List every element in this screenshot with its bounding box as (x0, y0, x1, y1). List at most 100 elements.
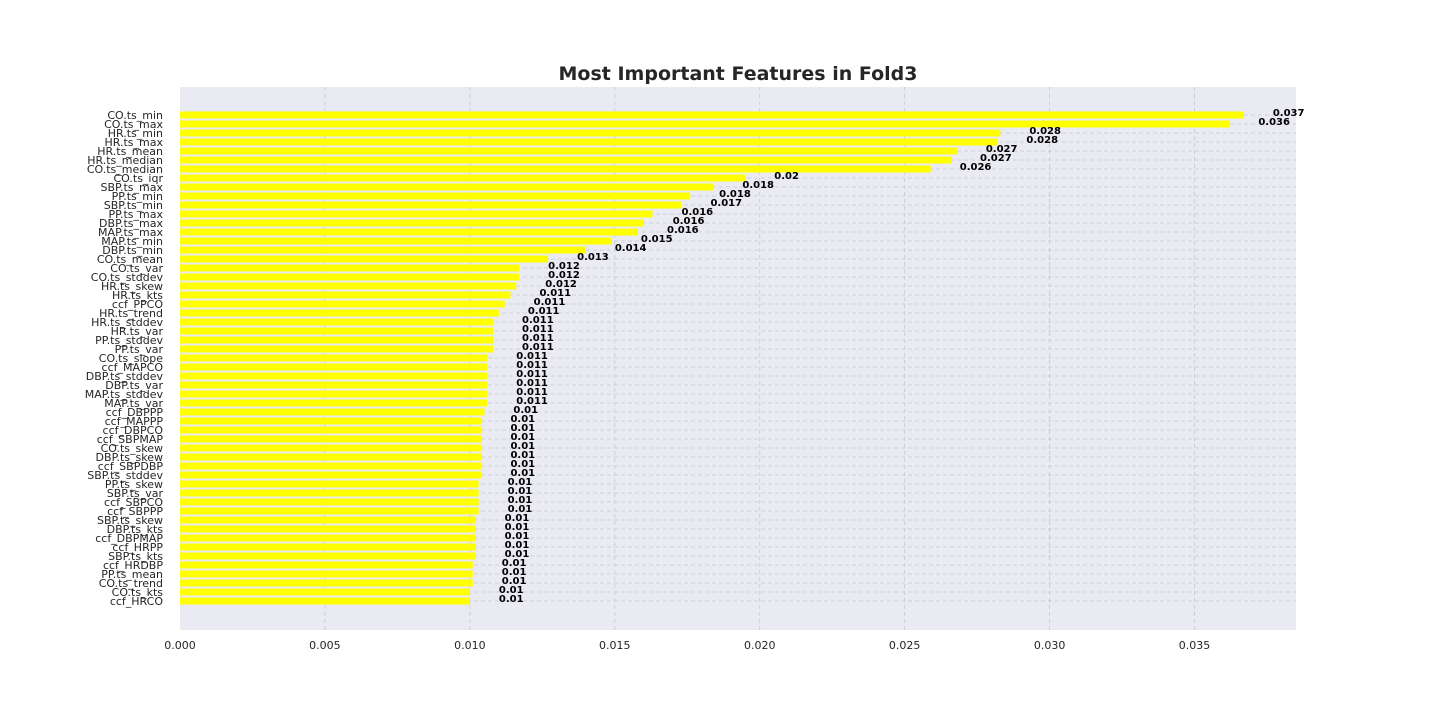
bar (180, 210, 653, 218)
y-tick-label: PP.ts_mean (101, 568, 163, 581)
bar (180, 165, 931, 173)
y-tick-label: SBP.ts_min (104, 199, 163, 212)
data-label: 0.01 (510, 468, 535, 479)
data-label: 0.037 (1273, 108, 1305, 119)
bar (180, 498, 479, 506)
data-label: 0.011 (516, 378, 548, 389)
bar (180, 336, 494, 344)
bar (180, 345, 494, 353)
y-tick-label: CO.ts_trend (99, 577, 163, 590)
bar (180, 264, 520, 272)
bar (180, 183, 714, 191)
bar (180, 426, 482, 434)
x-tick-label: 0.030 (1034, 639, 1066, 652)
bar (180, 399, 488, 407)
bar (180, 201, 682, 209)
bar (180, 570, 473, 578)
y-tick-label: HR.ts_median (87, 154, 163, 167)
y-tick-label: ccf_DBPCO (103, 424, 164, 437)
bar (180, 381, 488, 389)
data-label: 0.01 (510, 450, 535, 461)
data-label: 0.026 (960, 162, 992, 173)
y-tick-label: DBP.ts_var (105, 379, 163, 392)
bar (180, 273, 520, 281)
bar (180, 516, 476, 524)
data-label: 0.01 (505, 522, 530, 533)
bar (180, 561, 473, 569)
x-tick-label: 0.020 (744, 639, 776, 652)
bar (180, 246, 586, 254)
bar (180, 219, 644, 227)
y-tick-label: HR.ts_skew (101, 280, 163, 293)
data-label: 0.01 (499, 585, 524, 596)
y-tick-label: PP.ts_var (115, 343, 164, 356)
y-tick-label: DBP.ts_skew (96, 451, 163, 464)
y-tick-label: CO.ts_mean (97, 253, 163, 266)
data-label: 0.011 (516, 396, 548, 407)
data-label: 0.011 (522, 342, 554, 353)
data-label: 0.028 (1026, 135, 1058, 146)
y-tick-label: DBP.ts_stddev (86, 370, 164, 383)
data-label: 0.011 (539, 288, 571, 299)
data-label: 0.015 (641, 234, 673, 245)
data-label: 0.01 (508, 486, 533, 497)
data-label: 0.018 (719, 189, 751, 200)
y-tick-label: ccf_HRPP (112, 541, 163, 554)
y-tick-label: ccf_SBPPP (107, 505, 163, 518)
data-labels: 0.0370.0360.0280.0280.0270.0270.0260.020… (499, 108, 1305, 605)
y-tick-label: SBP.ts_max (101, 181, 164, 194)
y-tick-label: CO.ts_kts (112, 586, 164, 599)
data-label: 0.012 (548, 270, 580, 281)
y-tick-label: SBP.ts_kts (108, 550, 163, 563)
bar (180, 543, 476, 551)
y-tick-label: MAP.ts_var (104, 397, 163, 410)
data-label: 0.01 (510, 459, 535, 470)
data-label: 0.01 (502, 567, 527, 578)
y-tick-label: ccf_DBPMAP (95, 532, 163, 545)
y-tick-label: ccf_HRDBP (103, 559, 163, 572)
data-label: 0.02 (774, 171, 799, 182)
bar (180, 435, 482, 443)
data-label: 0.01 (513, 405, 538, 416)
y-tick-label: ccf_PPCO (112, 298, 163, 311)
bar (180, 408, 485, 416)
data-label: 0.01 (499, 594, 524, 605)
data-label: 0.01 (505, 549, 530, 560)
bar (180, 309, 499, 317)
data-label: 0.01 (505, 531, 530, 542)
y-tick-label: ccf_SBPMAP (97, 433, 164, 446)
bar (180, 552, 476, 560)
chart-title: Most Important Features in Fold3 (559, 63, 918, 85)
y-tick-label: DBP.ts_kts (107, 523, 164, 536)
data-label: 0.011 (516, 387, 548, 398)
y-tick-label: CO.ts_slope (99, 352, 163, 365)
data-label: 0.028 (1029, 126, 1061, 137)
bar (180, 300, 505, 308)
bar (180, 507, 479, 515)
x-tick-label: 0.010 (454, 639, 486, 652)
y-tick-label: ccf_DBPPP (106, 406, 164, 419)
data-label: 0.014 (615, 243, 647, 254)
data-label: 0.01 (510, 423, 535, 434)
data-label: 0.027 (980, 153, 1012, 164)
x-tick-label: 0.025 (889, 639, 921, 652)
x-tick-label: 0.005 (309, 639, 341, 652)
bar (180, 534, 476, 542)
y-tick-label: ccf_SBPDBP (98, 460, 164, 473)
bar (180, 489, 479, 497)
y-tick-label: CO.ts_var (110, 262, 163, 275)
bar (180, 291, 511, 299)
data-label: 0.011 (522, 324, 554, 335)
bar (180, 417, 482, 425)
y-tick-label: CO.ts_median (87, 163, 163, 176)
bar (180, 129, 1001, 137)
y-tick-label: HR.ts_max (104, 136, 163, 149)
y-tick-label: CO.ts_max (104, 118, 163, 131)
bar (180, 372, 488, 380)
x-tick-label: 0.000 (164, 639, 196, 652)
y-tick-label: HR.ts_trend (99, 307, 163, 320)
y-tick-label: ccf_HRCO (110, 595, 164, 608)
data-label: 0.01 (508, 477, 533, 488)
bar (180, 228, 638, 236)
